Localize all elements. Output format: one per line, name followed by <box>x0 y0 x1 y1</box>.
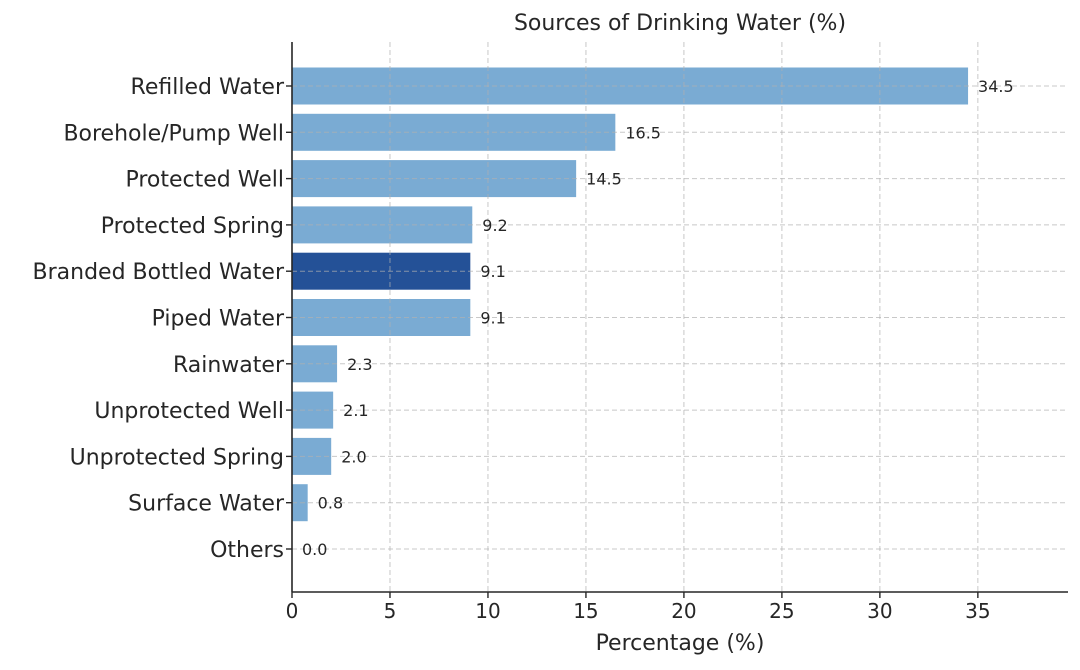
y-tick-label: Rainwater <box>173 353 285 378</box>
value-labels: 34.5 16.5 14.5 9.2 9.1 9.1 2.3 2.1 2.0 0.8 0.0 <box>302 77 1014 559</box>
bar <box>292 484 308 522</box>
y-tick-label: Protected Spring <box>101 214 284 239</box>
y-axis-ticks: Refilled Water Borehole/Pump Well Protecte… <box>33 75 292 563</box>
grid <box>292 42 1068 592</box>
y-tick-label: Surface Water <box>128 492 285 517</box>
value-label: 14.5 <box>586 170 622 189</box>
value-label: 0.8 <box>318 494 343 513</box>
x-tick-label: 15 <box>573 599 598 623</box>
y-tick-label: Unprotected Well <box>94 399 284 424</box>
x-tick-label: 25 <box>769 599 794 623</box>
x-tick-label: 5 <box>384 599 397 623</box>
y-tick-label: Others <box>210 538 284 563</box>
x-axis-label: Percentage (%) <box>596 631 765 656</box>
x-tick-label: 35 <box>965 599 990 623</box>
value-label: 2.3 <box>347 355 372 374</box>
value-label: 16.5 <box>625 123 661 142</box>
x-tick-label: 30 <box>867 599 892 623</box>
y-tick-label: Refilled Water <box>131 75 285 100</box>
y-tick-label: Protected Well <box>125 168 284 193</box>
y-tick-label: Piped Water <box>152 307 285 332</box>
value-label: 2.1 <box>343 401 368 420</box>
value-label: 34.5 <box>978 77 1014 96</box>
x-tick-label: 20 <box>671 599 696 623</box>
value-label: 9.2 <box>482 216 507 235</box>
y-tick-label: Unprotected Spring <box>70 445 284 470</box>
value-label: 9.1 <box>480 262 505 281</box>
y-tick-label: Branded Bottled Water <box>33 260 285 285</box>
value-label: 2.0 <box>341 447 366 466</box>
x-tick-label: 0 <box>286 599 299 623</box>
x-axis-ticks: 0 5 10 15 20 25 30 35 <box>286 592 991 623</box>
chart-title: Sources of Drinking Water (%) <box>514 11 846 36</box>
y-tick-label: Borehole/Pump Well <box>63 121 284 146</box>
bar <box>292 345 338 383</box>
value-label: 9.1 <box>480 309 505 328</box>
value-label: 0.0 <box>302 540 327 559</box>
x-tick-label: 10 <box>475 599 500 623</box>
